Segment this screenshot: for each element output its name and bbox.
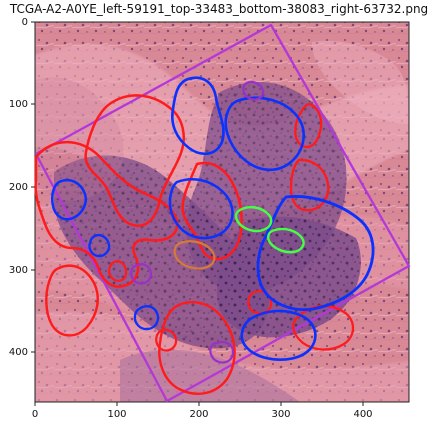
y-tick-400: 400 [9, 347, 35, 358]
red-region-right-middle [289, 158, 330, 212]
blue-region-top [171, 76, 225, 156]
x-tick-0: 0 [32, 402, 38, 420]
y-tick-label: 0 [22, 17, 28, 28]
microscopy-image [35, 22, 409, 402]
x-tick-label: 300 [271, 409, 290, 420]
y-tick-label: 300 [9, 265, 28, 276]
x-tick-label: 0 [32, 409, 38, 420]
blue-region-right-main [256, 195, 375, 312]
red-region-upper-middle [84, 94, 185, 227]
x-tick-100: 100 [107, 402, 127, 420]
image-frame [34, 21, 410, 403]
purple-loop-middle [130, 263, 153, 285]
blue-region-central [168, 178, 234, 240]
red-small-loop-b [155, 328, 178, 352]
blue-region-upper-right [224, 96, 305, 172]
y-tick-0: 0 [22, 17, 35, 28]
green-region-1 [234, 205, 273, 233]
y-tick-label: 100 [9, 99, 28, 110]
red-region-left [34, 141, 179, 288]
image-title: TCGA-A2-A0YE_left-59191_top-33483_bottom… [9, 2, 429, 16]
green-region-2 [267, 227, 305, 254]
annotation-overlays [34, 23, 411, 403]
x-axis: 0 100 200 300 400 [32, 402, 373, 420]
y-tick-200: 200 [9, 182, 35, 193]
red-region-bottom-right [292, 304, 355, 351]
red-region-right-upper [294, 102, 323, 149]
y-tick-100: 100 [9, 99, 35, 110]
x-tick-label: 200 [189, 409, 208, 420]
x-tick-label: 100 [107, 409, 126, 420]
red-small-loop-a [108, 260, 128, 282]
roi-boundary [34, 23, 411, 403]
blue-region-left-mid [51, 178, 87, 221]
x-tick-300: 300 [271, 402, 291, 420]
y-tick-label: 400 [9, 347, 28, 358]
blue-small-loop-bottom [133, 305, 160, 331]
purple-loop-top [242, 80, 265, 101]
x-tick-200: 200 [189, 402, 209, 420]
x-tick-400: 400 [353, 402, 373, 420]
y-tick-300: 300 [9, 265, 35, 276]
red-region-lower-middle [158, 301, 236, 395]
blue-region-bottom-right [240, 309, 317, 361]
purple-loop-bottom [209, 340, 235, 364]
red-region-lower-left [45, 264, 99, 337]
orange-region [173, 240, 216, 270]
x-tick-label: 400 [353, 409, 372, 420]
blue-small-loop-left [88, 234, 111, 258]
y-axis: 0 100 200 300 400 [9, 17, 35, 358]
y-tick-label: 200 [9, 182, 28, 193]
red-region-central [181, 161, 243, 261]
